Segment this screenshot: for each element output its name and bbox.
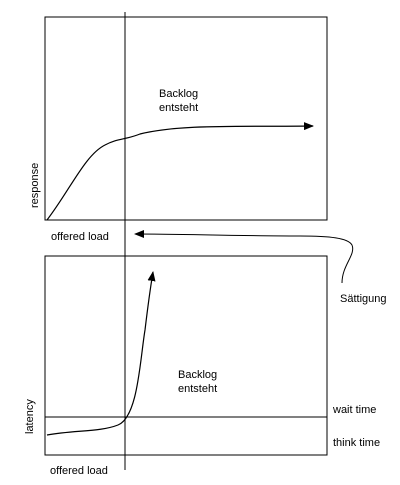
latency-annotation-line1: Backlog	[178, 369, 217, 381]
response-annotation-line1: Backlog	[159, 88, 198, 100]
latency-chart: latency offered load Backlog entsteht wa…	[24, 255, 380, 477]
saturation-label: Sättigung	[340, 293, 386, 305]
latency-curve	[46, 271, 156, 436]
latency-annotation-line2: entsteht	[178, 383, 217, 395]
response-plot-frame	[44, 16, 328, 221]
response-axis-label: response	[29, 163, 41, 208]
saturation-feedback-arrow	[134, 230, 354, 284]
latency-plot-frame	[44, 255, 328, 456]
response-chart: response offered load Backlog entsteht	[29, 16, 328, 243]
wait-time-label: wait time	[332, 404, 376, 416]
response-xaxis-label: offered load	[51, 231, 109, 243]
think-time-label: think time	[333, 437, 380, 449]
response-annotation-line2: entsteht	[159, 102, 198, 114]
latency-xaxis-label: offered load	[50, 465, 108, 477]
latency-axis-label: latency	[24, 399, 36, 434]
response-curve	[46, 122, 314, 221]
